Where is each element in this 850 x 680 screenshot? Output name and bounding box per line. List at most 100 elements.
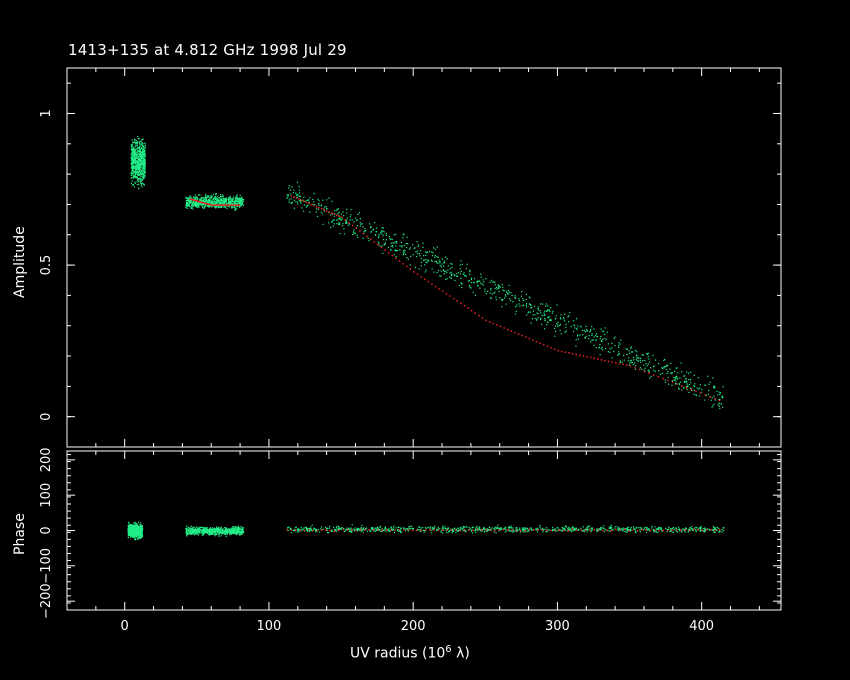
data-point: [347, 528, 349, 531]
data-point: [633, 528, 636, 530]
model-point: [227, 204, 229, 206]
data-point: [649, 377, 651, 379]
data-point: [507, 527, 510, 529]
model-point: [420, 529, 422, 532]
data-point: [504, 531, 506, 533]
data-point: [639, 367, 641, 369]
data-point: [669, 528, 672, 530]
data-point: [681, 529, 683, 531]
data-point: [139, 163, 141, 165]
data-point: [460, 270, 462, 273]
data-point: [135, 175, 137, 178]
data-point: [185, 204, 187, 206]
data-point: [556, 527, 558, 529]
data-point: [298, 529, 300, 531]
data-point: [210, 532, 212, 535]
data-point: [221, 529, 223, 531]
data-point: [291, 186, 293, 188]
data-point: [295, 526, 297, 528]
data-point: [676, 377, 678, 379]
data-point: [331, 213, 333, 215]
data-point: [216, 206, 218, 208]
data-point: [135, 155, 137, 157]
data-point: [399, 245, 401, 247]
data-point: [652, 530, 655, 532]
data-point: [131, 158, 133, 160]
data-point: [297, 529, 299, 531]
data-point: [142, 152, 144, 154]
data-point: [138, 532, 141, 534]
data-point: [608, 526, 610, 528]
data-point: [535, 529, 537, 531]
data-point: [661, 366, 663, 369]
data-point: [134, 182, 136, 184]
data-point: [235, 207, 237, 209]
data-point: [434, 254, 436, 257]
data-point: [321, 213, 324, 215]
data-point: [318, 204, 320, 207]
data-point: [677, 528, 680, 531]
data-point: [189, 200, 191, 202]
data-point: [240, 525, 242, 528]
data-point: [338, 222, 340, 224]
data-point: [132, 159, 135, 162]
data-point: [138, 533, 140, 535]
data-point: [499, 529, 501, 531]
data-point: [398, 530, 400, 533]
data-point: [138, 538, 140, 540]
data-point: [484, 288, 486, 290]
data-point: [544, 310, 546, 312]
data-point: [229, 202, 231, 204]
data-point: [139, 172, 141, 175]
model-point: [394, 529, 396, 531]
data-point: [714, 527, 716, 529]
data-point: [218, 200, 220, 202]
data-point: [600, 328, 602, 330]
model-point: [681, 385, 683, 387]
data-point: [560, 333, 563, 335]
data-point: [188, 199, 190, 201]
data-point: [192, 203, 194, 205]
data-point: [214, 206, 216, 208]
data-point: [294, 528, 296, 531]
data-point: [641, 354, 643, 356]
data-point: [140, 179, 142, 181]
model-point: [690, 388, 692, 391]
data-point: [135, 161, 137, 163]
data-point: [581, 329, 584, 331]
data-point: [417, 245, 419, 248]
data-point: [518, 298, 520, 300]
data-point: [601, 346, 603, 348]
data-point: [347, 224, 349, 227]
data-point: [193, 531, 195, 533]
data-point: [460, 528, 462, 530]
data-point: [578, 528, 580, 530]
data-point: [144, 144, 146, 147]
data-point: [298, 531, 300, 533]
data-point: [137, 535, 139, 537]
data-point: [588, 335, 590, 337]
data-point: [240, 205, 242, 207]
data-point: [494, 281, 496, 283]
data-point: [629, 530, 632, 532]
data-point: [692, 529, 694, 532]
data-point: [570, 325, 572, 328]
data-point: [313, 192, 315, 195]
data-point: [425, 252, 428, 254]
data-point: [320, 526, 323, 528]
data-point: [419, 255, 421, 257]
data-point: [136, 184, 138, 186]
model-point: [366, 235, 368, 238]
data-point: [444, 262, 446, 264]
data-point: [322, 199, 324, 201]
data-point: [210, 533, 213, 535]
data-point: [415, 251, 417, 253]
data-point: [401, 531, 403, 533]
data-point: [369, 530, 371, 532]
data-point: [559, 323, 561, 326]
data-point: [200, 532, 202, 534]
data-point: [686, 385, 688, 387]
data-point: [516, 304, 518, 306]
data-point: [657, 528, 659, 531]
data-point: [134, 522, 136, 524]
